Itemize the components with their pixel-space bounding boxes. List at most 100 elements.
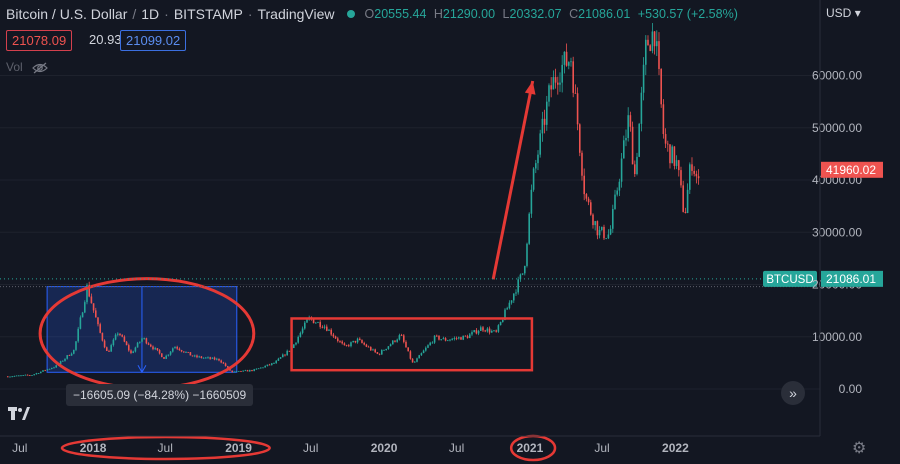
settings-gear-icon[interactable]: ⚙ (852, 440, 867, 457)
candle-body (13, 375, 16, 377)
candle-body (213, 357, 216, 360)
candle-body (292, 344, 295, 349)
spread-value: 20.93 (89, 32, 122, 47)
candle-body (345, 345, 348, 347)
candle-body (336, 338, 339, 342)
interval-label[interactable]: 1D (141, 6, 160, 22)
candle-body (455, 337, 458, 339)
candle-body (649, 45, 651, 51)
candle-body (233, 371, 236, 373)
candle-body (565, 51, 568, 66)
candle-body (77, 328, 79, 342)
candle-body (79, 317, 82, 329)
candle-body (301, 328, 304, 333)
candle-body (163, 357, 165, 359)
candle-body (24, 374, 27, 376)
currency-selector[interactable]: USD ▾ (826, 6, 861, 20)
candle-body (255, 368, 258, 370)
eye-off-icon[interactable] (32, 62, 48, 74)
candle-body (389, 344, 392, 347)
candle-body (438, 335, 440, 340)
x-tick-label: 2019 (225, 441, 252, 455)
candle-body (347, 345, 350, 347)
candle-body (376, 352, 379, 354)
candle-body (596, 221, 599, 236)
candle-body (444, 338, 447, 341)
candle-body (169, 351, 172, 355)
candle-body (680, 170, 682, 186)
grid-lines (0, 75, 820, 390)
candle-body (523, 265, 526, 274)
candle-body (614, 194, 616, 209)
candle-body (545, 101, 548, 125)
tradingview-logo-icon (8, 407, 30, 420)
highlight-ellipse-2018-2019 (60, 435, 271, 461)
candle-body (99, 324, 101, 333)
candle-body (37, 373, 40, 374)
candle-body (446, 340, 449, 342)
candle-body (277, 358, 280, 361)
candle-body (110, 345, 112, 352)
candle-body (506, 308, 508, 310)
candle-body (473, 330, 475, 333)
candle-body (297, 336, 299, 343)
y-tick-label: 10000.00 (812, 330, 862, 344)
buy-price-button[interactable]: 21099.02 (120, 30, 187, 51)
candle-body (603, 226, 605, 239)
candle-body (319, 322, 321, 327)
market-status-icon[interactable] (346, 10, 355, 18)
candle-body (517, 279, 519, 293)
candle-body (235, 371, 238, 373)
candle-body (574, 92, 577, 94)
candle-body (149, 344, 152, 347)
price-axis[interactable]: 0.0010000.0020000.0030000.0040000.005000… (812, 0, 883, 436)
candle-body (620, 158, 623, 182)
candle-body (484, 330, 486, 332)
candle-body (570, 61, 572, 63)
candle-body (83, 302, 86, 313)
candle-body (631, 126, 634, 165)
candle-body (317, 322, 319, 323)
sell-price-button[interactable]: 21078.09 (6, 30, 73, 51)
trend-arrow-line (491, 80, 535, 280)
candle-body (543, 118, 546, 125)
candle-body (198, 356, 200, 358)
candle-body (281, 354, 284, 358)
candle-body (20, 375, 22, 377)
candle-body (598, 229, 601, 236)
candle-body (86, 284, 88, 303)
candle-body (303, 322, 306, 329)
candle-body (141, 338, 143, 342)
candle-body (429, 342, 431, 346)
candle-body (97, 317, 99, 325)
candle-body (350, 342, 352, 347)
last-price-badge (821, 270, 883, 287)
volume-indicator[interactable]: Vol (6, 60, 48, 74)
candle-body (325, 326, 328, 331)
candle-body (532, 168, 535, 190)
candle-body (273, 363, 275, 364)
candle-body (451, 338, 453, 340)
candle-body (11, 376, 13, 378)
time-axis[interactable]: Jul 2018 Jul 2019 Jul 2020 Jul 2021 Jul 2022 (0, 435, 820, 455)
candle-body (288, 350, 291, 352)
candle-body (15, 375, 18, 377)
crosshair-price-badge (821, 161, 883, 178)
candle-body (583, 175, 585, 195)
candle-body (66, 355, 68, 359)
symbol-title[interactable]: Bitcoin / U.S. Dollar (6, 6, 128, 22)
symbol-price-tag-label: BTCUSD (766, 274, 813, 286)
candle-body (422, 350, 425, 354)
candle-body (136, 342, 139, 348)
candle-body (363, 342, 365, 345)
candle-body (50, 368, 53, 369)
candle-body (193, 355, 196, 357)
candle-body (499, 321, 502, 326)
candle-body (6, 376, 9, 378)
candle-body (178, 348, 181, 351)
candle-body (246, 370, 249, 372)
candle-body (323, 326, 326, 328)
scroll-to-realtime-button[interactable]: » (781, 381, 805, 405)
candle-body (123, 336, 126, 342)
